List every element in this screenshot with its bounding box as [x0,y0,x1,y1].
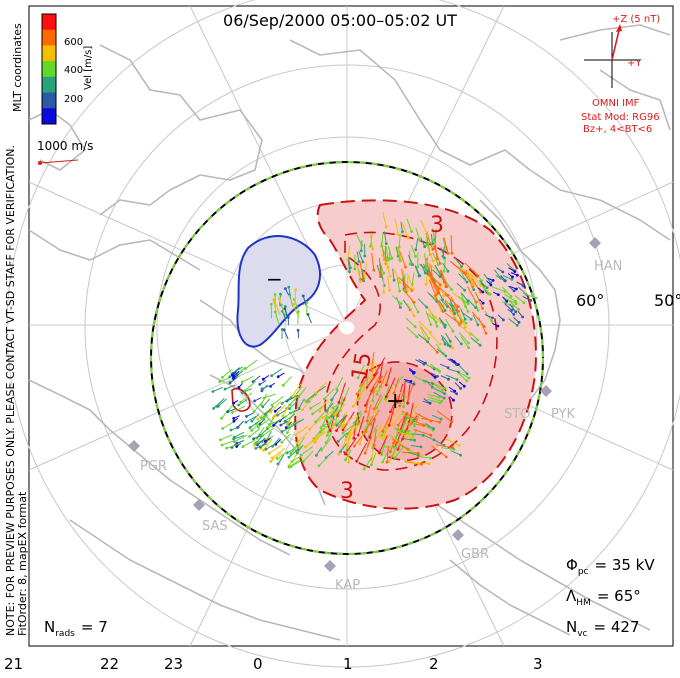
mlt-tick: 3 [533,655,543,673]
colorbar-tick: 200 [64,94,83,105]
mlt-tick: 23 [164,655,183,673]
svg-text:GBR: GBR [461,547,489,562]
colorbar-swatch [42,108,56,124]
svg-text:PYK: PYK [551,407,575,422]
contour-label: 3 [430,213,444,238]
colorbar-swatch [42,61,56,77]
velocity-vector [298,312,299,324]
negative-cell-marker: − [266,267,283,291]
colorbar-tick: 600 [64,37,83,48]
svg-text:STO: STO [504,407,530,422]
mlt-tick: 22 [100,655,119,673]
positive-cell-marker: + [386,389,404,414]
velocity-vector [295,290,296,306]
imf-omni-label: OMNI IMF [592,98,640,109]
imf-z-label: +Z (5 nT) [612,14,660,25]
velocity-vector [403,424,415,425]
colorbar-swatch [42,77,56,93]
colorbar-label: Vel [m/s] [83,46,94,90]
reference-vector-label: 1000 m/s [37,139,93,153]
mlt-tick: 2 [429,655,439,673]
colorbar-swatch [42,14,56,30]
imf-y-label: +Y [627,58,642,69]
map-title: 06/Sep/2000 05:00–05:02 UT [223,11,457,30]
latitude-label: 60° [576,291,604,310]
contour-label: 3 [340,479,354,504]
mlt-tick: 1 [343,655,353,673]
mlt-tick: 0 [253,655,263,673]
contour-label: 15 [347,350,376,382]
colorbar-swatch [42,30,56,46]
imf-condition-label: Bz+, 4<BT<6 [583,124,652,135]
mlt-tick: 21 [4,655,23,673]
svg-text:PGR: PGR [140,459,167,474]
mlt-axis: 21 22 23 0 1 2 3 [4,655,543,673]
svg-text:HAN: HAN [594,259,622,274]
svg-text:KAP: KAP [335,578,360,593]
colorbar-swatch [42,45,56,61]
velocity-vector [298,330,299,338]
fit-order-label: FitOrder: 8, mapEX format [16,491,29,636]
latitude-label: 50° [654,291,680,310]
coordinates-label: MLT coordinates [11,23,24,112]
svg-text:SAS: SAS [202,519,228,534]
velocity-colorbar [42,14,56,125]
site-sto: STO [504,407,530,422]
nvc-stat: Nvc= 427 [566,618,639,639]
colorbar-tick: 400 [64,65,83,76]
imf-model-label: Stat Mod: RG96 [581,112,660,123]
colorbar-swatch [42,93,56,109]
